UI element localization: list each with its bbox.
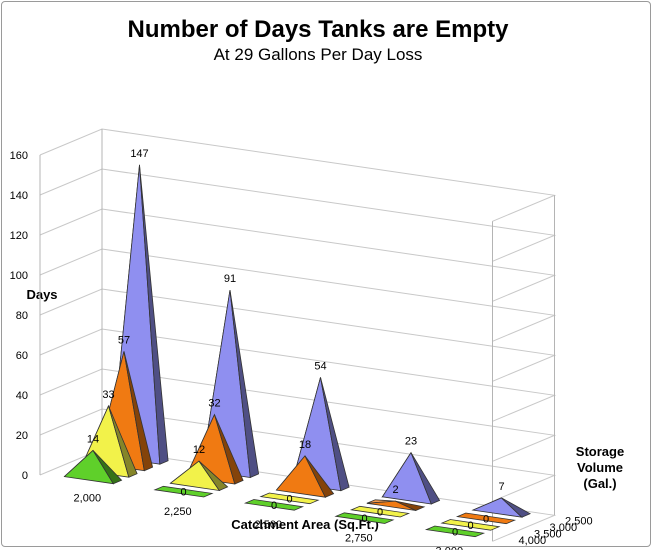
z-tick-label: 3,000 (550, 522, 578, 534)
zero-tile (424, 525, 486, 538)
pyramid-face-right (410, 452, 441, 505)
data-label: 0 (483, 513, 489, 525)
pyramid-face-right (395, 500, 426, 511)
x-axis-label: Catchment Area (Sq.Ft.) (231, 517, 379, 532)
zero-tile (440, 519, 501, 531)
data-label: 0 (452, 526, 458, 538)
gridline-140 (39, 168, 557, 262)
pyramid-face-right (304, 455, 335, 498)
y-tick-label: 60 (16, 350, 28, 362)
data-label: 0 (286, 493, 292, 505)
gridline-80 (39, 288, 557, 382)
pyramid-3,500-3,000: 0 (440, 519, 501, 532)
pyramid-face-right (229, 290, 260, 479)
pyramid-4,000-2,500: 0 (243, 499, 305, 512)
y-tick-label: 120 (10, 230, 28, 242)
y-tick-label: 100 (10, 270, 28, 282)
z-axis-label-line-2: Volume (577, 460, 623, 475)
pyramid-face-right (108, 405, 138, 478)
x-tick-label: 3,000 (436, 546, 464, 550)
x-tick-label: 2,750 (345, 532, 373, 544)
pyramid-3,000-2,750: 2 (366, 484, 426, 511)
zero-tile (455, 512, 517, 525)
data-label: 0 (377, 507, 383, 519)
chart-subtitle: At 29 Gallons Per Day Loss (214, 45, 423, 64)
floor-and-markers: 2,0002,2502,5002,7503,0002,5003,0003,500… (63, 148, 593, 550)
x-tick-label: 2,500 (255, 519, 283, 531)
zero-tile (153, 485, 214, 498)
y-tick-label: 0 (22, 470, 28, 482)
z-axis-label-line-3: (Gal.) (583, 476, 616, 491)
zero-tile (243, 499, 305, 511)
data-label: 91 (224, 273, 236, 285)
data-label: 23 (405, 436, 417, 448)
z-tick-label: 2,500 (565, 516, 593, 528)
gridline-120 (39, 208, 557, 302)
pyramid-3,500-2,500: 0 (259, 492, 320, 505)
zero-tile (349, 505, 411, 518)
y-tick-label: 40 (16, 390, 28, 402)
pyramid-face-right (123, 351, 154, 472)
y-tick-label: 80 (16, 310, 28, 322)
pyramid-face-right (501, 497, 532, 518)
x-tick-label: 2,250 (164, 506, 192, 518)
data-label: 32 (208, 398, 220, 410)
pyramid-2,500-2,750: 23 (381, 436, 441, 505)
data-label: 7 (498, 481, 504, 493)
pyramid-face-right (139, 164, 169, 465)
zero-tile (334, 512, 395, 524)
data-label: 14 (87, 433, 99, 445)
data-label: 33 (102, 389, 114, 401)
pyramid-4,000-2,750: 0 (334, 512, 395, 525)
gridline-160 (39, 128, 557, 222)
gridline-40 (39, 368, 557, 462)
pyramid-4,000-2,000: 14 (63, 433, 123, 485)
z-axis-label-line-1: Storage (576, 444, 624, 459)
x-tick-label: 2,000 (74, 493, 102, 505)
data-label: 12 (193, 444, 205, 456)
data-label: 0 (271, 500, 277, 512)
data-label: 2 (392, 484, 398, 496)
pyramid-3,000-2,500: 18 (275, 439, 335, 498)
y-tick-label: 160 (10, 150, 28, 162)
y-tick-label: 20 (16, 430, 28, 442)
pyramid-3,000-3,000: 0 (455, 512, 517, 525)
pyramid-4,000-3,000: 0 (424, 525, 486, 538)
pyramid-2,500-3,000: 7 (471, 481, 532, 518)
data-label: 0 (467, 520, 473, 532)
zero-tile (259, 492, 320, 505)
data-label: 54 (314, 360, 326, 372)
gridline-60 (39, 328, 557, 422)
pyramid-face-right (214, 414, 244, 485)
pyramid-4,000-2,250: 0 (153, 485, 214, 499)
data-label: 18 (299, 439, 311, 451)
data-label: 57 (118, 334, 130, 346)
pyramid-3,500-2,750: 0 (349, 505, 411, 519)
data-label: 0 (180, 487, 186, 499)
data-label: 147 (130, 148, 148, 160)
pyramid-face-right (320, 377, 350, 492)
chart-title: Number of Days Tanks are Empty (127, 16, 509, 43)
gridline-100 (39, 248, 557, 342)
z-tick-label: 4,000 (519, 535, 547, 547)
pyramid-3,500-2,250: 12 (169, 444, 229, 492)
y-tick-label: 140 (10, 190, 28, 202)
data-label: 0 (361, 513, 367, 525)
pyramid-face-right (198, 460, 229, 491)
y-axis-label: Days (26, 287, 57, 302)
pyramid-face-right (92, 450, 123, 485)
z-tick-label: 3,500 (534, 529, 562, 541)
